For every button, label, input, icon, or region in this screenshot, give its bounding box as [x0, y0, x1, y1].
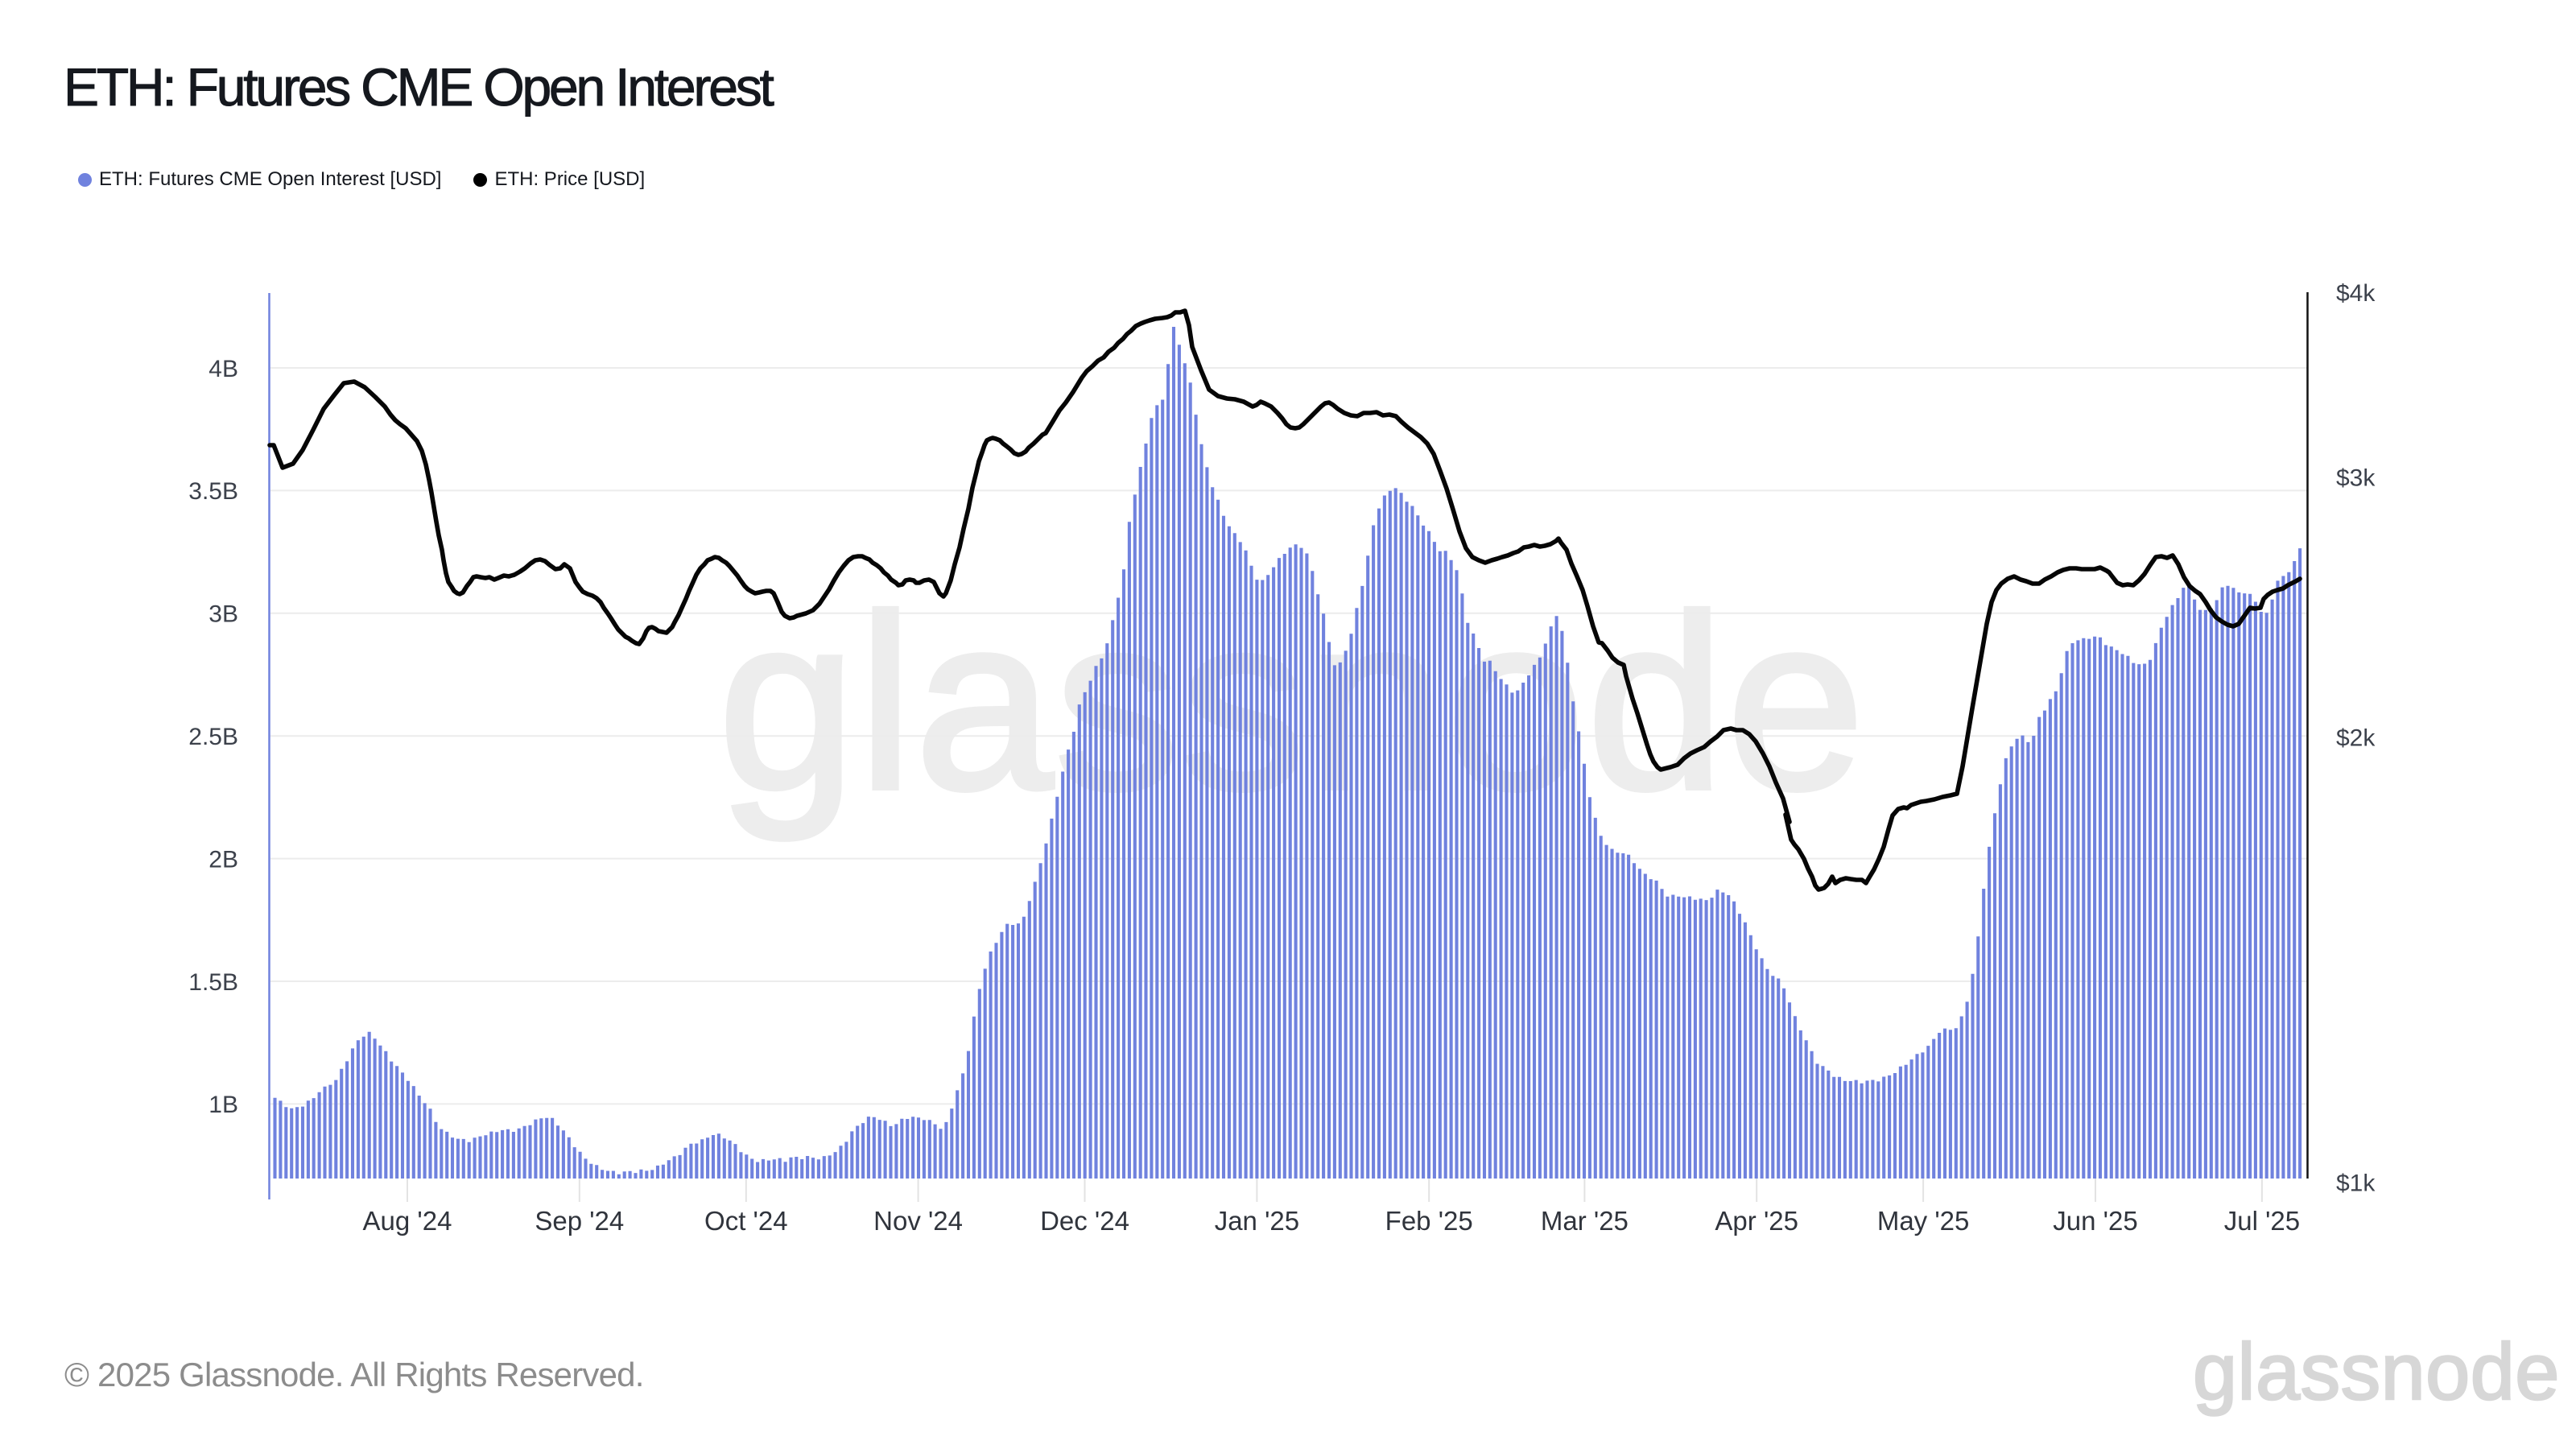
svg-text:Sep '24: Sep '24 [535, 1206, 624, 1236]
svg-text:Jan '25: Jan '25 [1215, 1206, 1299, 1236]
svg-text:3.5B: 3.5B [188, 478, 238, 505]
svg-text:1B: 1B [208, 1092, 238, 1118]
svg-text:2B: 2B [208, 846, 238, 873]
svg-text:Feb '25: Feb '25 [1385, 1206, 1473, 1236]
svg-text:1.5B: 1.5B [188, 969, 238, 996]
svg-text:Apr '25: Apr '25 [1715, 1206, 1798, 1236]
svg-text:3B: 3B [208, 601, 238, 628]
svg-text:Jul '25: Jul '25 [2224, 1206, 2300, 1236]
svg-text:Mar '25: Mar '25 [1541, 1206, 1629, 1236]
svg-text:May '25: May '25 [1877, 1206, 1970, 1236]
svg-text:4B: 4B [208, 356, 238, 382]
svg-text:Dec '24: Dec '24 [1040, 1206, 1129, 1236]
svg-text:$3k: $3k [2336, 464, 2376, 491]
svg-text:2.5B: 2.5B [188, 724, 238, 750]
svg-text:$2k: $2k [2336, 725, 2376, 752]
svg-text:Aug '24: Aug '24 [363, 1206, 452, 1236]
svg-text:$4k: $4k [2336, 280, 2376, 307]
svg-text:Nov '24: Nov '24 [873, 1206, 963, 1236]
svg-text:Oct '24: Oct '24 [704, 1206, 788, 1236]
svg-text:$1k: $1k [2336, 1170, 2376, 1197]
svg-text:Jun '25: Jun '25 [2053, 1206, 2137, 1236]
